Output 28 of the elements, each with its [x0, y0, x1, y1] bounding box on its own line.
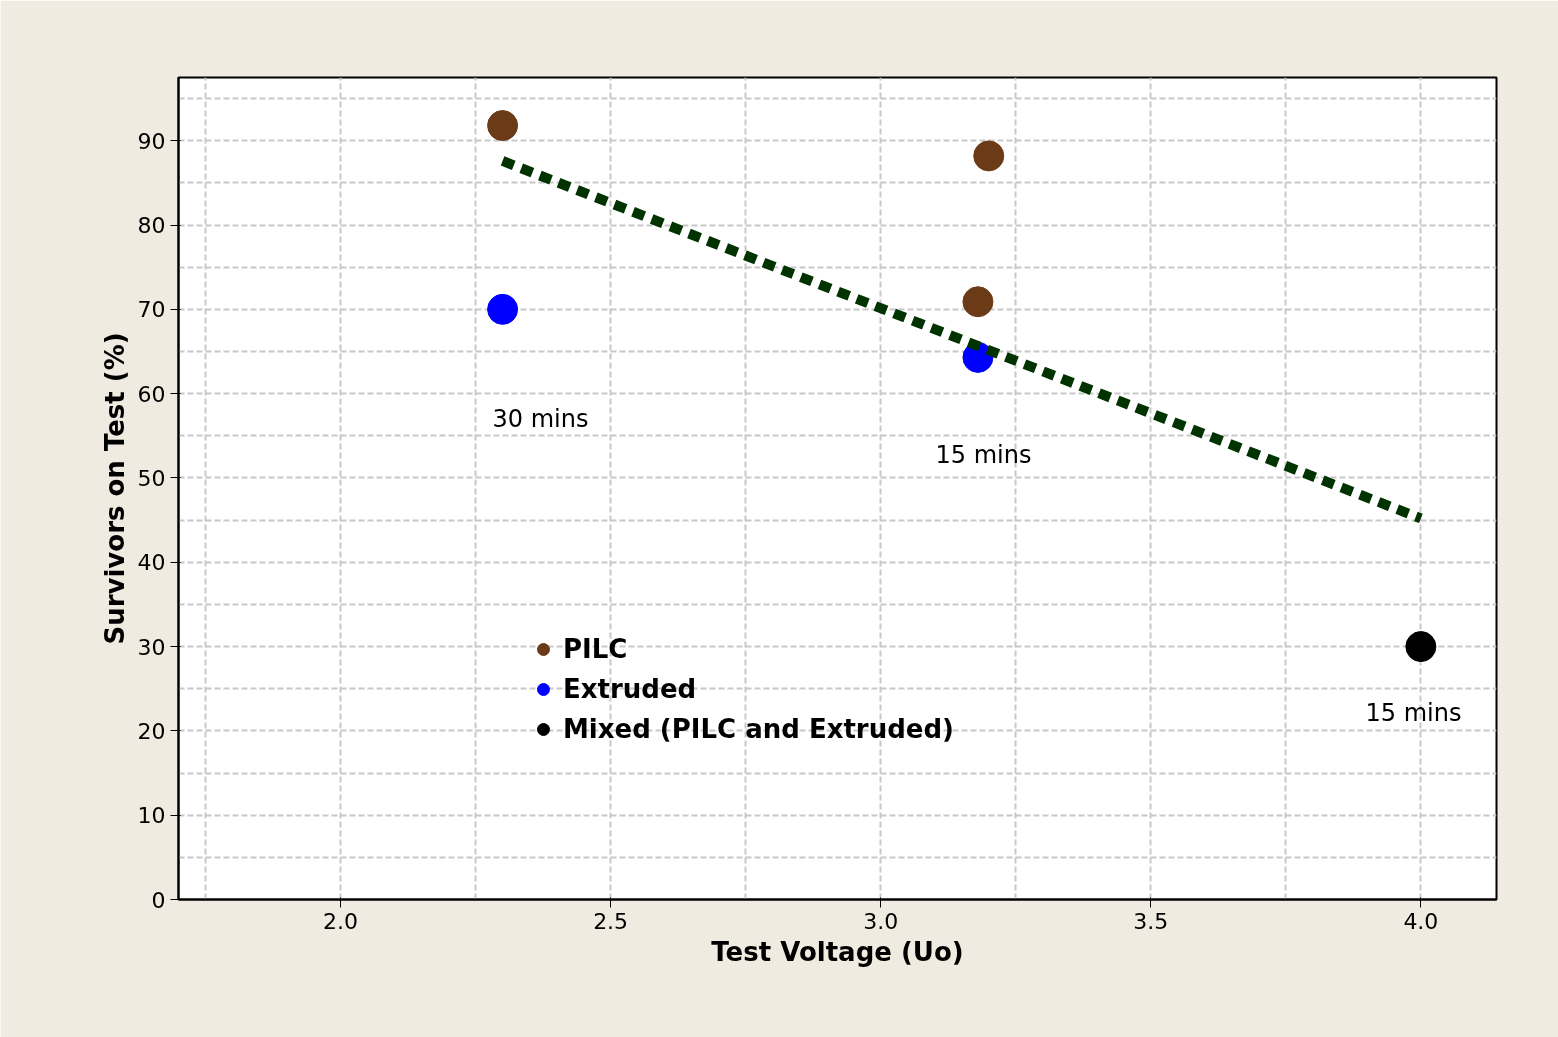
y-tick-label: 20	[137, 718, 166, 744]
y-tick-label: 50	[137, 465, 166, 491]
point	[962, 286, 994, 318]
annotation: 15 mins	[935, 440, 1032, 469]
y-tick-label: 80	[137, 213, 166, 239]
x-axis-title: Test Voltage (Uo)	[711, 936, 964, 967]
y-tick-label: 0	[151, 887, 166, 913]
y-tick-label: 90	[137, 128, 166, 154]
y-tick-label: 40	[137, 550, 166, 576]
y-tick-label: 70	[137, 297, 166, 323]
annotation: 30 mins	[492, 404, 589, 433]
x-tick-label: 2.5	[593, 908, 629, 934]
legend-label: Extruded	[563, 674, 697, 704]
annotation: 15 mins	[1365, 698, 1462, 727]
x-tick-label: 2.0	[323, 908, 359, 934]
point	[1405, 631, 1437, 663]
legend-label: Mixed (PILC and Extruded)	[563, 714, 954, 744]
point	[487, 293, 519, 325]
x-tick-label: 4.0	[1403, 908, 1439, 934]
point	[973, 140, 1005, 172]
legend-label: PILC	[563, 634, 628, 664]
x-tick-label: 3.5	[1133, 908, 1169, 934]
y-axis-title: Survivors on Test (%)	[99, 332, 130, 645]
point	[487, 110, 519, 142]
x-tick-label: 3.0	[863, 908, 899, 934]
y-tick-label: 60	[137, 381, 166, 407]
y-tick-label: 30	[137, 634, 166, 660]
y-tick-label: 10	[137, 803, 166, 829]
